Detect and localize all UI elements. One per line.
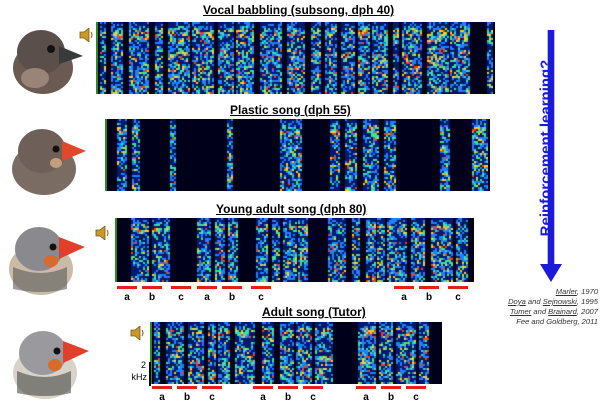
segment-label-c: c [209, 392, 215, 403]
panel-title-adult: Adult song (Tutor) [262, 305, 366, 319]
segment-label-b: b [228, 292, 236, 303]
segment-bar [406, 386, 426, 389]
segment-label-a: a [159, 392, 165, 403]
segment-bar [419, 286, 439, 289]
speaker-icon[interactable] [130, 326, 146, 340]
segment-label-a: a [124, 292, 130, 303]
scale-bar: 2 kHz [130, 360, 152, 388]
speaker-icon[interactable] [79, 28, 95, 42]
scale-bar-line [149, 362, 151, 386]
segment-bar [202, 386, 222, 389]
segment-bar [448, 286, 468, 289]
segment-bar [251, 286, 271, 289]
spectrogram-subsong [96, 22, 495, 94]
segment-label-a: a [363, 392, 369, 403]
panel-title-plastic: Plastic song (dph 55) [230, 103, 351, 117]
references: Marler, 1970 Doya and Sejnowski, 1995 Tu… [470, 287, 598, 327]
segment-label-c: c [178, 292, 184, 303]
spectrogram-plastic [105, 119, 490, 191]
reference-3: Tumer and Brainard, 2007 [509, 307, 598, 316]
spectrogram-adult [150, 322, 442, 384]
reference-2: Doya and Sejnowski, 1995 [508, 297, 598, 306]
segment-label-a: a [401, 292, 407, 303]
segment-bar [152, 386, 172, 389]
segment-bar [394, 286, 414, 289]
segment-label-c: c [455, 292, 461, 303]
segment-label-a: a [260, 392, 266, 403]
bird-young-adult-icon [9, 227, 85, 295]
scale-bar-unit: kHz [131, 372, 148, 382]
segment-label-c: c [413, 392, 419, 403]
segment-label-b: b [425, 292, 433, 303]
bird-adult-icon [13, 331, 89, 399]
segment-bar [278, 386, 298, 389]
reference-4: Fee and Goldberg, 2011 [516, 317, 598, 326]
segment-bar [171, 286, 191, 289]
segment-bar [177, 386, 197, 389]
segment-bar [197, 286, 217, 289]
segment-bar [253, 386, 273, 389]
spectrogram-young-adult [115, 218, 474, 282]
segment-bar [303, 386, 323, 389]
segment-label-c: c [310, 392, 316, 403]
segment-bar [222, 286, 242, 289]
speaker-icon[interactable] [95, 226, 111, 240]
segment-bar [117, 286, 137, 289]
segment-label-b: b [387, 392, 395, 403]
panel-title-young-adult: Young adult song (dph 80) [216, 202, 367, 216]
segment-label-a: a [204, 292, 210, 303]
reference-1: Marler, 1970 [555, 287, 598, 296]
bird-juvenile-icon [13, 30, 83, 94]
segment-bar [381, 386, 401, 389]
down-arrow-icon [540, 30, 562, 282]
segment-label-b: b [284, 392, 292, 403]
segment-label-b: b [148, 292, 156, 303]
bird-young-icon [12, 129, 86, 195]
scale-bar-value: 2 [140, 360, 146, 370]
segment-label-c: c [258, 292, 264, 303]
segment-bar [142, 286, 162, 289]
segment-label-b: b [183, 392, 191, 403]
segment-bar [356, 386, 376, 389]
panel-title-subsong: Vocal babbling (subsong, dph 40) [203, 3, 395, 17]
